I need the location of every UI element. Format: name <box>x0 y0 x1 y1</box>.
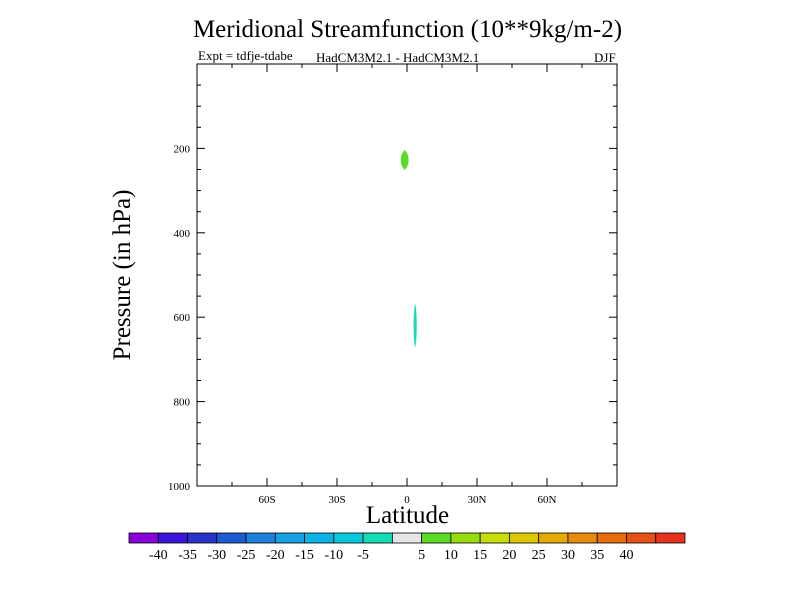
colorbar-swatch <box>479 532 510 544</box>
colorbar-swatch <box>245 532 276 544</box>
model-label: HadCM3M2.1 - HadCM3M2.1 <box>316 50 480 65</box>
season-label: DJF <box>594 50 616 65</box>
positive-anomaly-contour <box>400 150 409 170</box>
y-tick-label: 200 <box>174 143 191 155</box>
colorbar-swatch <box>362 532 393 544</box>
y-tick-label: 600 <box>174 312 191 324</box>
colorbar-label: 10 <box>444 548 458 563</box>
colorbar-label: -5 <box>357 548 369 563</box>
colorbar-label: -25 <box>237 548 256 563</box>
colorbar-swatch <box>626 532 657 544</box>
colorbar-label: 25 <box>532 548 546 563</box>
y-tick-label: 1000 <box>168 481 191 493</box>
x-tick-label: 60N <box>538 494 557 506</box>
colorbar-label: 5 <box>418 548 425 563</box>
colorbar-label: -30 <box>207 548 226 563</box>
plot-frame <box>196 63 618 487</box>
colorbar-swatch <box>450 532 481 544</box>
y-tick-label: 400 <box>174 228 191 240</box>
experiment-label: Expt = tdfje-tdabe <box>198 48 293 63</box>
x-tick-label: 60S <box>258 494 275 506</box>
colorbar-label: -40 <box>149 548 168 563</box>
colorbar-label: -15 <box>295 548 314 563</box>
colorbar-swatch <box>421 532 452 544</box>
colorbar-swatch <box>216 532 247 544</box>
x-axis-label: Latitude <box>365 502 450 529</box>
colorbar-label: 35 <box>590 548 604 563</box>
colorbar-swatch <box>333 532 364 544</box>
x-tick-label: 0 <box>404 494 410 506</box>
colorbar-label: -20 <box>266 548 285 563</box>
colorbar-swatch <box>509 532 540 544</box>
y-tick-label: 800 <box>174 397 191 409</box>
colorbar-label: 40 <box>619 548 633 563</box>
colorbar-label: 30 <box>561 548 575 563</box>
colorbar-swatch <box>538 532 569 544</box>
negative-anomaly-contour <box>413 304 417 347</box>
colorbar-swatch <box>567 532 598 544</box>
colorbar-swatch <box>157 532 188 544</box>
colorbar-swatch <box>128 532 159 544</box>
colorbar-swatch <box>187 532 218 544</box>
colorbar-swatch <box>304 532 335 544</box>
colorbar-swatch <box>596 532 627 544</box>
colorbar-swatch <box>655 532 686 544</box>
colorbar-label: -35 <box>178 548 197 563</box>
chart-title: Meridional Streamfunction (10**9kg/m-2) <box>192 16 623 43</box>
colorbar-swatch <box>274 532 305 544</box>
colorbar-label: -10 <box>325 548 344 563</box>
x-tick-label: 30N <box>468 494 487 506</box>
colorbar-swatch <box>391 532 423 544</box>
colorbar-label: 20 <box>502 548 516 563</box>
colorbar-label: 15 <box>473 548 487 563</box>
x-tick-label: 30S <box>328 494 345 506</box>
